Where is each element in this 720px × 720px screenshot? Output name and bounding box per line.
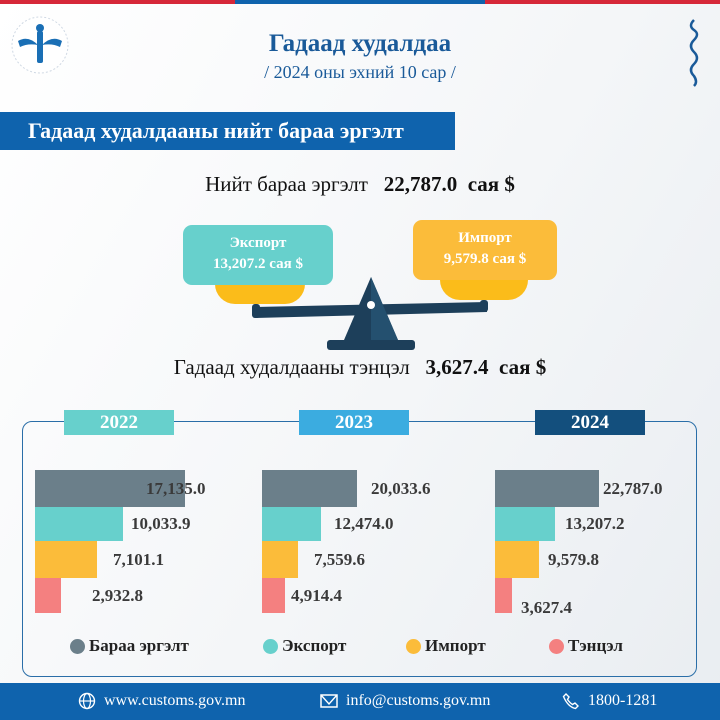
legend-dot: [263, 638, 278, 654]
balance-scale-icon: [252, 277, 488, 350]
export-value: 13,207.2 сая $: [213, 256, 303, 272]
export-pan: [215, 284, 305, 304]
legend-label: Бараа эргэлт: [89, 636, 189, 655]
bar-import-2024: [495, 541, 539, 578]
legend-dot: [549, 638, 564, 654]
legend-item-export: Экспорт: [263, 636, 346, 656]
bar-turnover-2024: [495, 470, 599, 507]
bar-label-turnover-2023: 20,033.6: [371, 478, 431, 498]
bar-export-2022: [35, 507, 123, 541]
bar-balance-2023: [262, 578, 285, 613]
top-stripe-red-left: [0, 0, 235, 4]
bar-label-import-2023: 7,559.6: [314, 549, 365, 569]
bar-label-balance-2024: 3,627.4: [521, 597, 572, 617]
email-link[interactable]: info@customs.gov.mn: [346, 692, 491, 709]
import-label: Импорт: [458, 230, 512, 246]
legend-item-turnover: Бараа эргэлт: [70, 636, 189, 656]
bar-label-export-2023: 12,474.0: [334, 514, 394, 533]
legend-label: Тэнцэл: [568, 636, 623, 655]
trade-balance-line: Гадаад худалдааны тэнцэл 3,627.4 сая $: [0, 355, 720, 380]
bar-balance-2024: [495, 578, 512, 613]
year-tab-2022: 2022: [64, 410, 174, 435]
trade-balance-label: Гадаад худалдааны тэнцэл: [173, 355, 410, 379]
bar-export-2023: [262, 507, 321, 541]
bar-balance-2022: [35, 578, 61, 613]
legend-item-balance: Тэнцэл: [549, 636, 623, 656]
trade-balance-value: 3,627.4 сая $: [425, 355, 547, 379]
customs-logo: [11, 16, 69, 74]
export-label: Экспорт: [229, 235, 287, 251]
bar-label-export-2022: 10,033.9: [131, 514, 191, 533]
bar-label-balance-2023: 4,914.4: [291, 585, 342, 605]
footer-phone[interactable]: 1800-1281: [562, 692, 657, 710]
footer-bar: [0, 683, 720, 720]
globe-icon: [78, 692, 96, 710]
bar-turnover-2023: [262, 470, 357, 507]
legend-dot: [406, 638, 421, 654]
bar-import-2022: [35, 541, 97, 578]
footer-website[interactable]: www.customs.gov.mn: [78, 692, 245, 710]
page-subtitle: / 2024 оны эхний 10 сар /: [264, 62, 456, 82]
phone-icon: [562, 693, 579, 710]
envelope-icon: [320, 694, 338, 708]
import-box: Импорт 9,579.8 сая $: [413, 220, 557, 280]
legend-label: Импорт: [425, 636, 486, 655]
import-pan: [440, 280, 528, 300]
bar-label-export-2024: 13,207.2: [565, 514, 625, 533]
year-tab-2023: 2023: [299, 410, 409, 435]
legend-label: Экспорт: [282, 636, 347, 655]
bar-label-balance-2022: 2,932.8: [92, 585, 143, 605]
bar-turnover-2022: [35, 470, 185, 507]
top-stripe-blue: [235, 0, 485, 4]
bar-export-2024: [495, 507, 555, 541]
bar-label-import-2022: 7,101.1: [113, 549, 164, 569]
export-box: Экспорт 13,207.2 сая $: [183, 225, 333, 285]
import-value: 9,579.8 сая $: [443, 251, 527, 267]
website-link[interactable]: www.customs.gov.mn: [104, 692, 246, 709]
year-tab-2024: 2024: [535, 410, 645, 435]
bar-label-import-2024: 9,579.8: [548, 549, 599, 569]
legend-item-import: Импорт: [406, 636, 486, 656]
bar-label-turnover-2022: 17,135.0: [146, 478, 206, 498]
legend-dot: [70, 638, 85, 654]
bar-label-turnover-2024: 22,787.0: [603, 478, 663, 498]
page-title: Гадаад худалдаа: [268, 30, 452, 57]
total-turnover-line: Нийт бараа эргэлт 22,787.0 сая $: [0, 172, 720, 197]
phone-number[interactable]: 1800-1281: [588, 692, 658, 709]
footer-email[interactable]: info@customs.gov.mn: [320, 692, 490, 710]
total-turnover-label: Нийт бараа эргэлт: [205, 172, 368, 196]
section-banner: Гадаад худалдааны нийт бараа эргэлт: [0, 112, 455, 150]
mongol-script-emblem: [689, 19, 699, 87]
top-stripe-red-right: [485, 0, 720, 4]
total-turnover-value: 22,787.0 сая $: [383, 172, 515, 196]
bar-import-2023: [262, 541, 298, 578]
